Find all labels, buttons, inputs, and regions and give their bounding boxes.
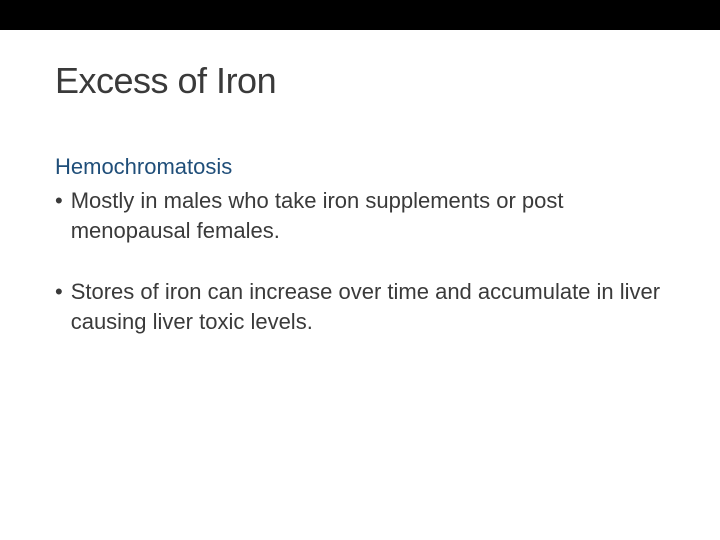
bullet-glyph: • xyxy=(55,277,63,307)
slide-content: Excess of Iron Hemochromatosis • Mostly … xyxy=(0,30,720,389)
top-bar xyxy=(0,0,720,30)
bullet-text: Stores of iron can increase over time an… xyxy=(71,277,670,336)
bullet-block-2: • Stores of iron can increase over time … xyxy=(55,277,670,336)
bullet-text: Mostly in males who take iron supplement… xyxy=(71,186,670,245)
bullet-item: • Stores of iron can increase over time … xyxy=(55,277,670,336)
bullet-item: • Mostly in males who take iron suppleme… xyxy=(55,186,670,245)
slide-subtitle: Hemochromatosis xyxy=(55,154,670,180)
bullet-block-1: • Mostly in males who take iron suppleme… xyxy=(55,186,670,245)
slide-title: Excess of Iron xyxy=(55,60,670,102)
bullet-glyph: • xyxy=(55,186,63,216)
